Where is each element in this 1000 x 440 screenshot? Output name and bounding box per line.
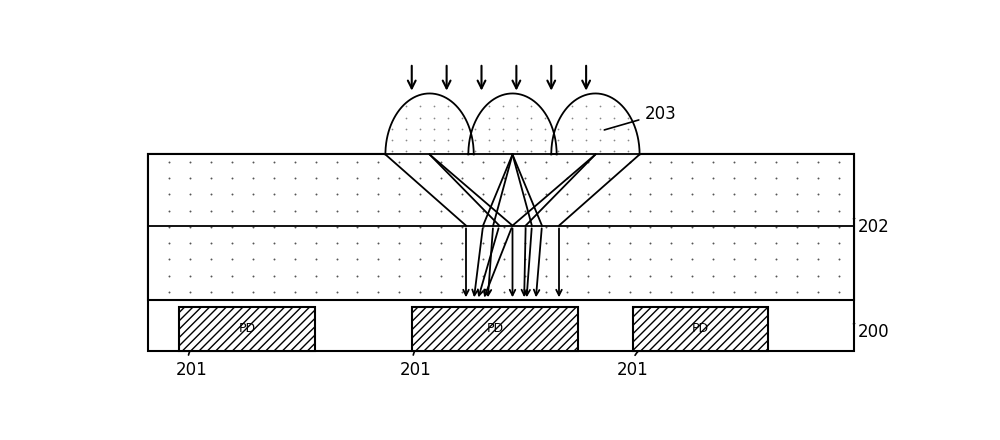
Polygon shape — [468, 93, 557, 154]
Text: 200: 200 — [854, 323, 889, 341]
Bar — [148, 154, 854, 351]
Bar — [148, 154, 854, 300]
Text: 201: 201 — [617, 351, 649, 378]
Bar — [412, 307, 578, 351]
Text: PD: PD — [239, 323, 256, 335]
Text: PD: PD — [486, 323, 504, 335]
Bar — [633, 307, 768, 351]
Text: 201: 201 — [175, 352, 207, 378]
Polygon shape — [385, 93, 474, 154]
Text: 202: 202 — [854, 218, 889, 236]
Bar — [179, 307, 315, 351]
Text: 201: 201 — [400, 352, 432, 378]
Polygon shape — [551, 93, 640, 154]
Text: 203: 203 — [604, 105, 676, 130]
Text: PD: PD — [692, 323, 709, 335]
